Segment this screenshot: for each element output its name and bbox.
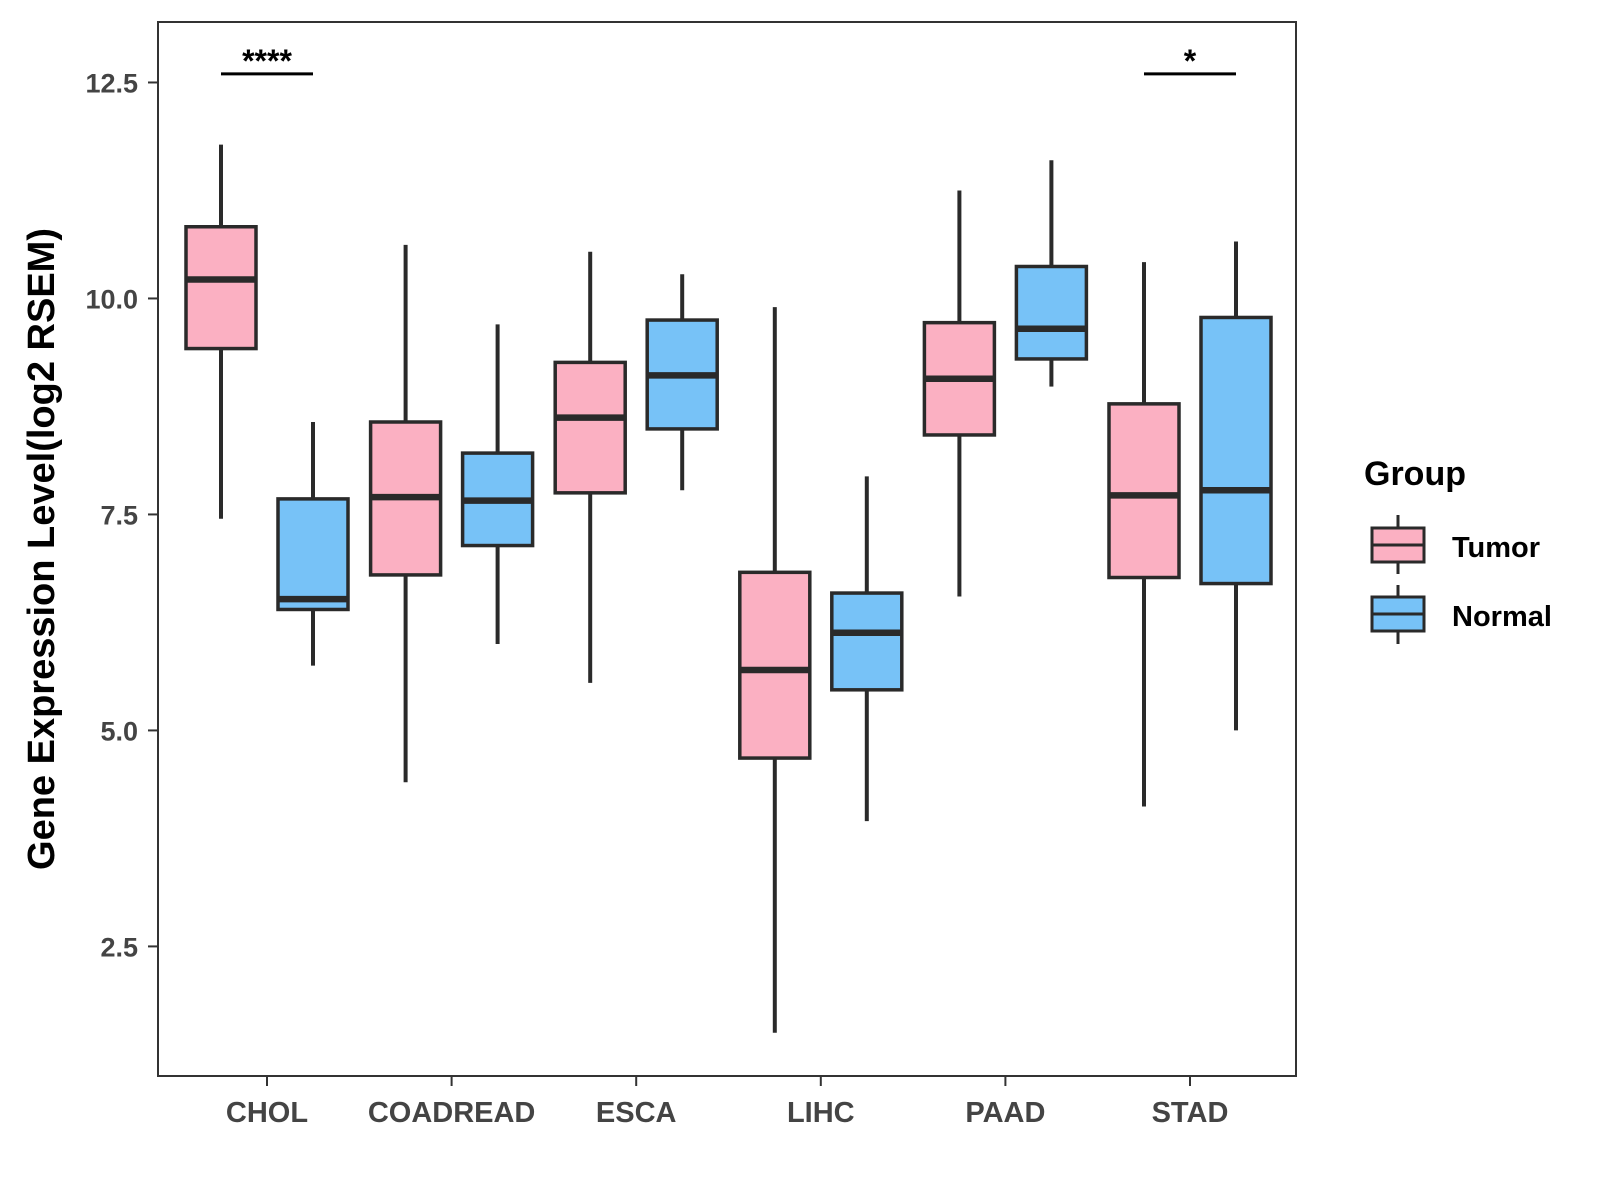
legend-label-tumor: Tumor	[1452, 532, 1540, 564]
box-body	[738, 570, 812, 760]
box-body	[1199, 315, 1273, 586]
box-tumor-paad	[922, 190, 997, 597]
x-tick-label: COADREAD	[368, 1097, 536, 1129]
x-axis: CHOL COADREAD ESCA LIHC PAAD STAD	[226, 1076, 1228, 1129]
legend-key-tumor	[1370, 515, 1426, 574]
y-tick-label: 7.5	[100, 500, 138, 530]
box-normal-chol	[276, 422, 350, 666]
x-tick-label: CHOL	[226, 1097, 308, 1129]
y-tick-label: 10.0	[85, 284, 138, 314]
y-tick-label: 12.5	[85, 68, 138, 98]
legend: Group Tumor Normal	[1364, 455, 1552, 644]
box-normal-lihc	[830, 476, 904, 822]
x-tick-label: ESCA	[596, 1097, 677, 1129]
legend-label-normal: Normal	[1452, 601, 1552, 633]
box-tumor-lihc	[738, 307, 812, 1033]
significance-layer: **** *	[221, 43, 1236, 79]
box-body	[276, 497, 350, 612]
box-tumor-chol	[184, 144, 258, 519]
legend-title: Group	[1364, 455, 1466, 493]
box-body	[1107, 402, 1181, 580]
y-axis-title: Gene Expression Level(log2 RSEM)	[21, 228, 63, 870]
y-tick-label: 5.0	[100, 716, 138, 746]
box-body	[553, 360, 627, 495]
y-tick-label: 2.5	[100, 932, 138, 962]
box-normal-coadread	[460, 324, 535, 645]
box-body	[184, 225, 258, 351]
x-tick-label: PAAD	[965, 1097, 1045, 1129]
significance-label: *	[1184, 43, 1197, 79]
significance-label: ****	[242, 43, 292, 79]
boxes-layer	[184, 144, 1273, 1033]
x-tick-label: LIHC	[787, 1097, 855, 1129]
box-body	[830, 591, 904, 692]
plot-panel-border	[157, 21, 1297, 1077]
box-normal-stad	[1199, 241, 1273, 731]
y-axis: 2.5 5.0 7.5 10.0 12.5	[85, 68, 158, 962]
box-tumor-stad	[1107, 262, 1181, 807]
box-body	[1014, 264, 1089, 361]
legend-key-normal	[1370, 585, 1426, 644]
box-normal-paad	[1014, 160, 1089, 387]
box-tumor-coadread	[368, 244, 443, 783]
box-tumor-esca	[553, 251, 627, 683]
x-tick-label: STAD	[1152, 1097, 1229, 1129]
box-normal-esca	[645, 274, 719, 491]
